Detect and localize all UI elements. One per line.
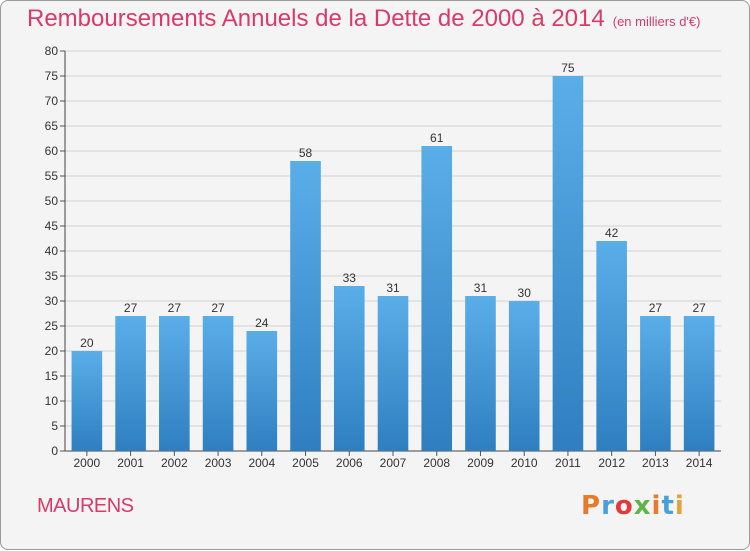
- bar: [596, 241, 627, 451]
- bar-value-label: 27: [649, 301, 663, 315]
- bar-value-label: 61: [430, 131, 444, 145]
- x-tick-label: 2000: [74, 456, 101, 470]
- y-tick-label: 10: [45, 394, 59, 408]
- bar-value-label: 58: [299, 146, 313, 160]
- y-tick-label: 80: [45, 44, 59, 58]
- x-tick-label: 2012: [598, 456, 625, 470]
- x-tick-label: 2013: [642, 456, 669, 470]
- bar-value-label: 20: [80, 336, 94, 350]
- x-tick-label: 2001: [117, 456, 144, 470]
- logo-letter: x: [633, 491, 652, 521]
- bar-value-label: 27: [692, 301, 706, 315]
- y-tick-label: 40: [45, 244, 59, 258]
- x-tick-label: 2005: [292, 456, 319, 470]
- bar: [421, 146, 453, 451]
- bar: [552, 76, 584, 451]
- y-tick-label: 15: [45, 369, 59, 383]
- y-tick-label: 65: [45, 119, 59, 133]
- y-tick-label: 75: [45, 69, 59, 83]
- x-tick-label: 2009: [467, 456, 494, 470]
- x-tick-label: 2008: [423, 456, 450, 470]
- y-tick-label: 55: [45, 169, 59, 183]
- y-tick-label: 60: [45, 144, 59, 158]
- bar: [202, 316, 234, 451]
- y-tick-label: 70: [45, 94, 59, 108]
- title-main: Remboursements Annuels de la Dette de 20…: [27, 5, 605, 32]
- bar: [640, 316, 671, 451]
- y-tick-label: 30: [45, 294, 59, 308]
- bar-value-label: 30: [518, 286, 532, 300]
- y-tick-label: 35: [45, 269, 59, 283]
- bar-value-label: 33: [343, 271, 357, 285]
- bar-value-label: 27: [124, 301, 138, 315]
- x-tick-label: 2007: [380, 456, 407, 470]
- bar: [115, 316, 146, 451]
- bar: [159, 316, 190, 451]
- bars: [71, 76, 715, 451]
- proxiti-logo[interactable]: Proxiti: [581, 491, 685, 521]
- bar-value-label: 31: [386, 281, 400, 295]
- bar-value-label: 24: [255, 316, 269, 330]
- commune-name: MAURENS: [37, 495, 134, 517]
- x-tick-label: 2011: [555, 456, 581, 470]
- chart-title: Remboursements Annuels de la Dette de 20…: [27, 5, 700, 33]
- bar: [246, 331, 278, 451]
- logo-letter: r: [601, 491, 615, 521]
- x-tick-label: 2004: [248, 456, 275, 470]
- x-tick-label: 2002: [161, 456, 188, 470]
- bar-value-label: 42: [605, 226, 619, 240]
- x-tick-label: 2003: [205, 456, 232, 470]
- logo-letter: o: [614, 491, 634, 521]
- bar-value-label: 27: [211, 301, 225, 315]
- y-tick-label: 50: [45, 194, 59, 208]
- axes: 0 5 10 15 20 25 30 35 40 45 50 55 60 65 70 75 80 2000 2001…: [45, 44, 721, 470]
- bar-value-label: 75: [561, 61, 575, 75]
- bar-value-label: 31: [474, 281, 488, 295]
- bar: [71, 351, 103, 451]
- bar: [508, 301, 540, 451]
- bar: [377, 296, 409, 451]
- bar: [333, 286, 365, 451]
- bar-labels: 20 27 27 27 24 58 33 31 61 31 30 75 42 27 27: [80, 61, 706, 350]
- logo-letter: i: [674, 491, 685, 521]
- y-tick-label: 25: [45, 319, 59, 333]
- y-tick-label: 5: [51, 419, 58, 433]
- bar: [290, 161, 321, 451]
- x-tick-label: 2010: [511, 456, 538, 470]
- y-tick-label: 0: [51, 444, 58, 458]
- bar: [465, 296, 496, 451]
- bar-value-label: 27: [168, 301, 182, 315]
- logo-letter: i: [651, 491, 662, 521]
- logo-letter: P: [581, 491, 602, 521]
- y-tick-label: 45: [45, 219, 59, 233]
- title-unit: (en milliers d'€): [612, 14, 701, 29]
- bar: [683, 316, 715, 451]
- y-tick-label: 20: [45, 344, 59, 358]
- logo-letter: t: [661, 491, 675, 521]
- x-tick-label: 2014: [686, 456, 713, 470]
- x-tick-label: 2006: [336, 456, 363, 470]
